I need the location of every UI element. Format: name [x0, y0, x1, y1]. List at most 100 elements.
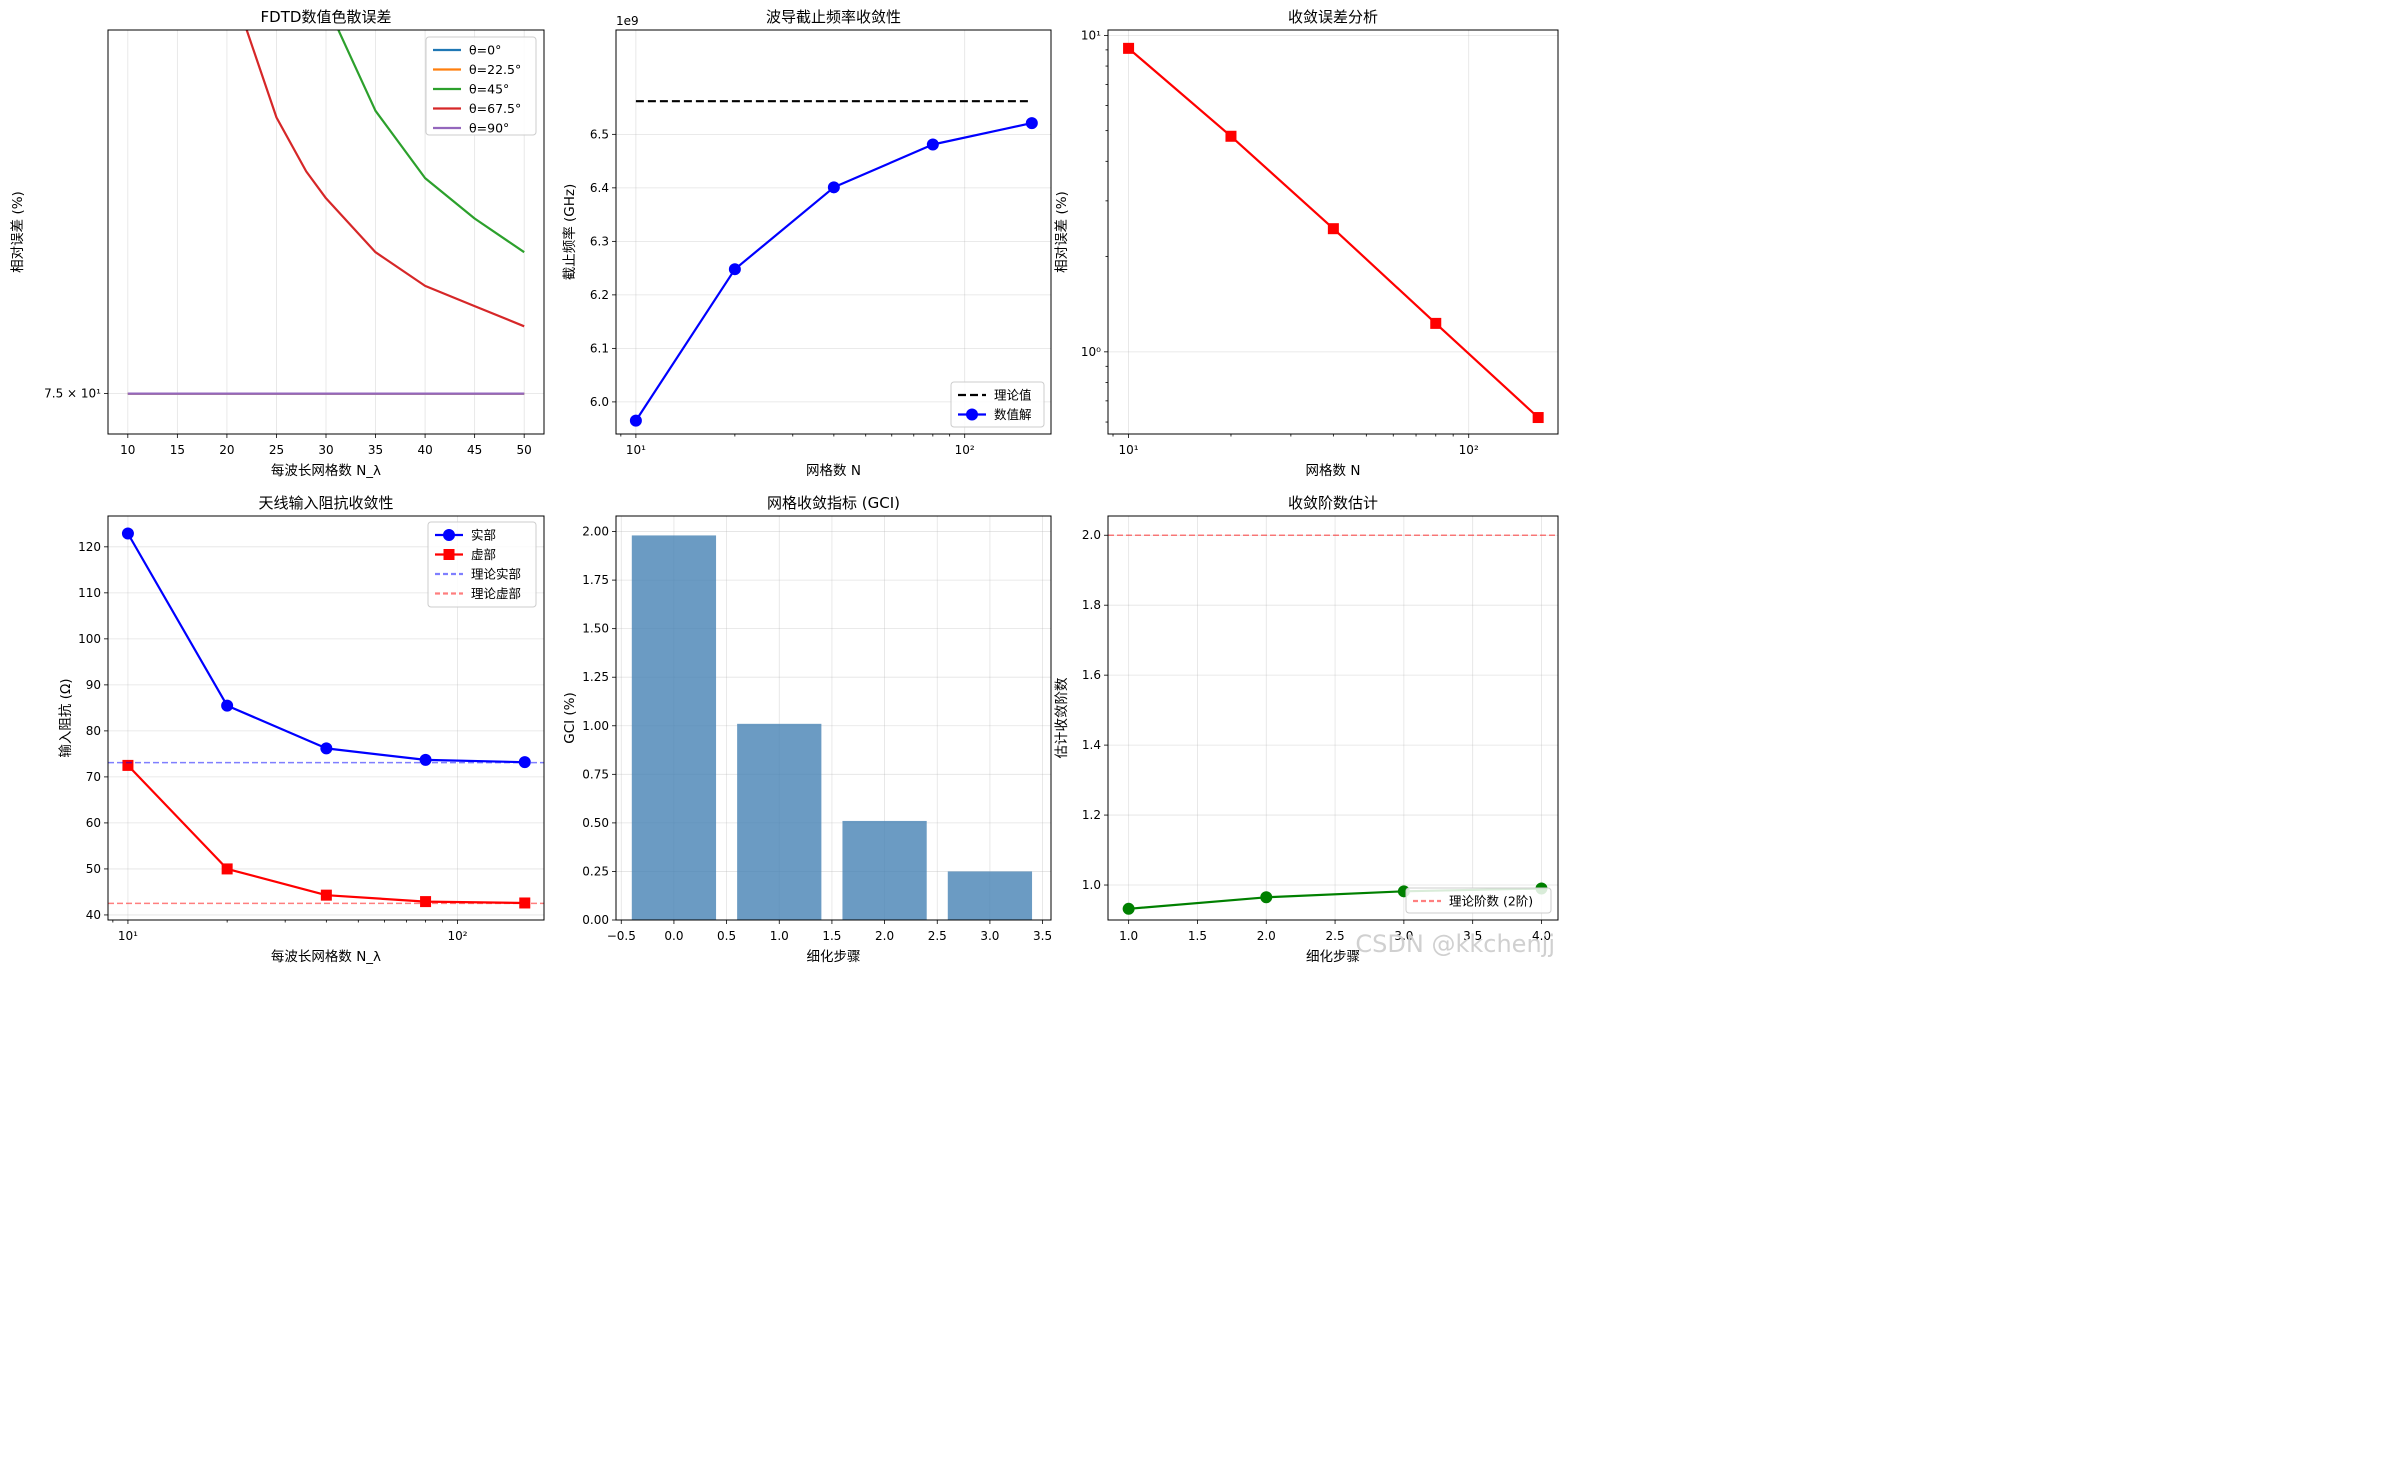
y-tick-label: 7.5 × 10¹ — [44, 387, 101, 401]
y-axis-label: 截止频率 (GHz) — [561, 184, 578, 281]
chart-title: 收敛阶数估计 — [1288, 494, 1378, 512]
y-tick-label: 110 — [78, 586, 101, 600]
y-tick-label: 100 — [78, 632, 101, 646]
x-tick-label: 50 — [517, 443, 532, 457]
y-offset-text: 1e9 — [616, 14, 639, 28]
x-tick-label: 20 — [219, 443, 234, 457]
gci-bar-0 — [631, 535, 717, 920]
x-axis-label: 每波长网格数 N_λ — [271, 949, 381, 965]
series-0-point-0 — [1122, 902, 1135, 915]
y-axis-label: 相对误差 (%) — [10, 191, 26, 273]
series-0-point-0 — [121, 527, 134, 540]
x-tick-label: 1.5 — [1188, 929, 1207, 943]
watermark: CSDN @kkchenjj — [1355, 930, 1555, 958]
y-tick-label: 80 — [86, 724, 101, 738]
x-tick-label: 45 — [467, 443, 482, 457]
legend-label: θ=22.5° — [469, 62, 521, 77]
series-2-line — [337, 30, 525, 254]
x-axis: −0.5 0.0 0.5 1.0 1.5 2.0 2.5 3.0 3.5 — [607, 920, 1052, 943]
y-tick-label: 6.1 — [590, 341, 609, 355]
gci-bar-2 — [842, 820, 927, 920]
plot-data — [1123, 42, 1544, 424]
y-tick-label: 60 — [86, 816, 101, 830]
gridlines — [1108, 516, 1558, 920]
legend-label: 实部 — [471, 528, 496, 543]
y-tick-label: 1.50 — [582, 622, 609, 636]
x-tick-label: 10¹ — [626, 443, 646, 457]
chart-title: 天线输入阻抗收敛性 — [258, 494, 393, 512]
x-tick-label: 0.0 — [664, 929, 683, 943]
x-axis-label: 网格数 N — [806, 463, 861, 479]
y-tick-label: 6.2 — [590, 288, 609, 302]
x-tick-label: 10² — [447, 929, 467, 943]
y-axis: 40 50 60 70 80 90 100 110 120 — [78, 540, 108, 922]
gci-bar-1 — [737, 723, 822, 920]
plot-frame — [107, 515, 545, 921]
series-1-point-1 — [728, 263, 741, 276]
subplot-grid: 10 15 20 25 30 35 40 45 50 7.5 × 10¹7.501 × 10¹7.… — [10, 8, 1559, 965]
x-axis: 10¹ 10² — [118, 920, 468, 943]
y-tick-label: 1.25 — [582, 670, 609, 684]
x-tick-label: 35 — [368, 443, 383, 457]
plot-frame — [615, 515, 1052, 921]
y-tick-label: 0.00 — [582, 913, 609, 927]
y-tick-label: 1.00 — [582, 719, 609, 733]
legend-label: θ=67.5° — [469, 101, 521, 116]
y-tick-label: 40 — [86, 908, 101, 922]
x-tick-label: 2.0 — [1257, 929, 1276, 943]
y-tick-label: 1.2 — [1082, 808, 1101, 822]
y-tick-label: 2.0 — [1082, 528, 1101, 542]
series-0-point-1 — [1225, 130, 1237, 142]
gridlines — [1108, 30, 1558, 434]
x-tick-label: 3.0 — [980, 929, 999, 943]
series-0-point-2 — [320, 742, 333, 755]
y-tick-label: 1.6 — [1082, 668, 1101, 682]
plot-frame — [615, 29, 1052, 435]
subplot-p6: 1.0 1.5 2.0 2.5 3.0 3.5 4.0 1.0 1.2 1.4 1.6 1.8 2.0 收… — [1054, 494, 1559, 965]
x-tick-label: 1.5 — [822, 929, 841, 943]
legend-label: 理论虚部 — [471, 586, 521, 601]
series-1-point-2 — [827, 181, 840, 194]
x-tick-label: −0.5 — [607, 929, 636, 943]
y-tick-label: 1.8 — [1082, 598, 1101, 612]
series-0-point-4 — [1532, 412, 1544, 424]
legend-label: θ=45° — [469, 82, 509, 97]
x-tick-label: 2.5 — [928, 929, 947, 943]
y-axis-label: GCI (%) — [562, 692, 578, 744]
y-axis: 10⁰ 10¹ — [1081, 28, 1108, 359]
x-tick-label: 3.5 — [1033, 929, 1052, 943]
series-0-point-3 — [419, 753, 432, 766]
x-tick-label: 10² — [1459, 443, 1479, 457]
x-axis: 10 15 20 25 30 35 40 45 50 — [120, 434, 532, 457]
gci-bar-3 — [947, 871, 1033, 920]
y-tick-label: 0.50 — [582, 816, 609, 830]
series-0-point-0 — [1123, 42, 1135, 54]
y-tick-label: 120 — [78, 540, 101, 554]
x-tick-label: 1.0 — [770, 929, 789, 943]
legend-box — [1405, 887, 1552, 914]
x-tick-label: 3.5 — [1463, 929, 1482, 943]
y-axis: 0.00 0.25 0.50 0.75 1.00 1.25 1.50 1.75 2.00 — [582, 525, 616, 927]
legend-marker-0 — [443, 529, 455, 541]
legend-label: 数值解 — [994, 407, 1032, 422]
series-1-point-3 — [420, 896, 432, 908]
chart-title: 波导截止频率收敛性 — [766, 8, 901, 26]
x-axis-label: 网格数 N — [1306, 463, 1361, 479]
chart-title: 网格收敛指标 (GCI) — [767, 494, 900, 512]
y-tick-label: 6.5 — [590, 127, 609, 141]
x-tick-label: 1.0 — [1119, 929, 1138, 943]
x-tick-label: 2.0 — [875, 929, 894, 943]
y-tick-label: 6.4 — [590, 181, 609, 195]
series-0-point-3 — [1430, 317, 1442, 329]
legend: θ=0° θ=22.5° θ=45° θ=67.5° θ=90° — [425, 36, 537, 136]
series-1-point-4 — [1025, 117, 1038, 130]
y-tick-label: 2.00 — [582, 525, 609, 539]
x-tick-label: 2.5 — [1326, 929, 1345, 943]
legend-label: 理论阶数 (2阶) — [1449, 894, 1533, 909]
x-axis-label: 细化步骤 — [1306, 949, 1360, 965]
y-axis: 7.5 × 10¹7.501 × 10¹7.502 × 10¹7.503 × 1… — [44, 387, 108, 401]
legend-marker-1 — [966, 408, 978, 421]
